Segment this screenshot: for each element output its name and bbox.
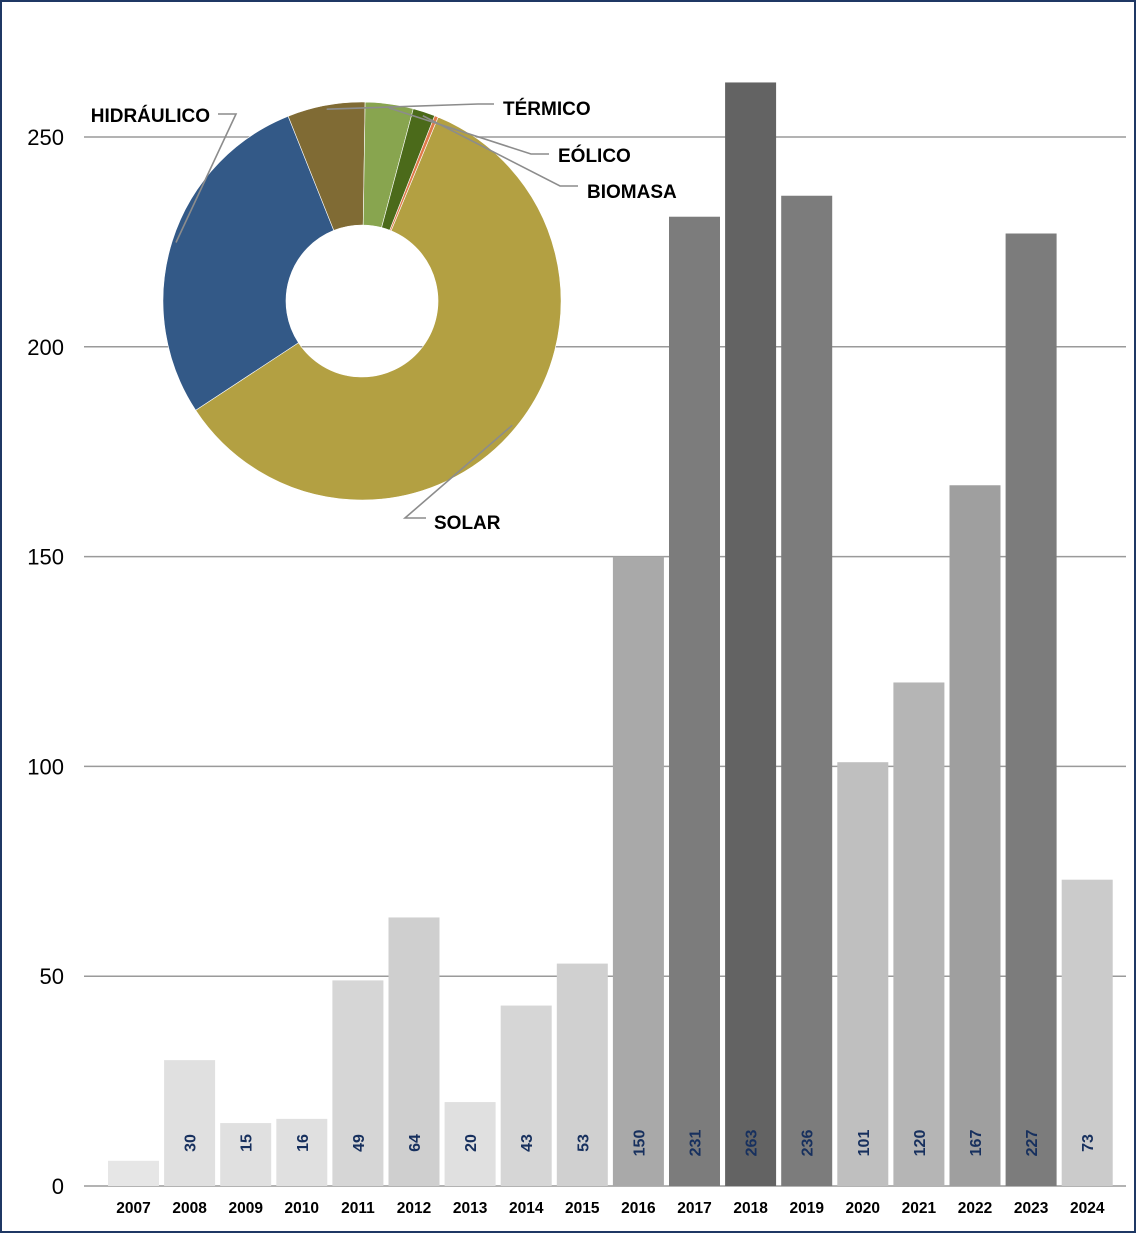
x-tick-label: 2020 — [846, 1200, 880, 1217]
x-tick-label: 2022 — [958, 1200, 992, 1217]
bar-value-label: 49 — [351, 1134, 368, 1152]
x-tick-label: 2007 — [116, 1200, 150, 1217]
bar-value-label: 15 — [239, 1134, 256, 1152]
bar-2016 — [612, 556, 664, 1186]
bar-value-label: 227 — [1024, 1130, 1041, 1157]
bar-2009 — [220, 1123, 272, 1186]
bar-2021 — [893, 682, 945, 1186]
bar-value-label: 43 — [519, 1134, 536, 1152]
leader-line — [422, 115, 578, 187]
bar-2012 — [388, 917, 440, 1186]
donut-slice-other — [389, 115, 439, 232]
x-tick-label: 2010 — [285, 1200, 319, 1217]
x-tick-label: 2008 — [172, 1200, 207, 1217]
x-tick-label: 2018 — [733, 1200, 768, 1217]
bar-2011 — [332, 980, 384, 1186]
bar-2023 — [1005, 233, 1057, 1186]
x-tick-label: 2023 — [1014, 1200, 1049, 1217]
y-tick-label: 0 — [52, 1174, 64, 1199]
x-axis-ticks: 2007 2008 2009 2010 2011 2012 2013 2014 2015 2016… — [116, 1200, 1105, 1217]
y-tick-label: 200 — [27, 335, 64, 360]
bar-2007 — [108, 1160, 159, 1186]
leader-line — [175, 113, 238, 243]
bar-2017 — [669, 216, 720, 1186]
bar-2010 — [276, 1118, 328, 1186]
bar-value-label: 263 — [744, 1130, 761, 1157]
bar-value-label: 167 — [968, 1130, 985, 1157]
donut-leader-lines — [175, 103, 578, 519]
bar-value-label: 30 — [183, 1134, 200, 1152]
bar-value-label: 236 — [800, 1130, 817, 1157]
y-tick-label: 150 — [27, 545, 64, 570]
bar-value-label: 20 — [463, 1134, 480, 1152]
y-tick-label: 250 — [27, 125, 64, 150]
bar-2014 — [500, 1005, 552, 1186]
donut-slice-hidráulico — [162, 115, 335, 411]
x-tick-label: 2009 — [228, 1200, 263, 1217]
x-tick-label: 2021 — [902, 1200, 937, 1217]
bar-value-label: 120 — [912, 1130, 929, 1157]
y-tick-label: 50 — [40, 964, 64, 989]
leader-line — [402, 424, 513, 519]
x-tick-label: 2011 — [341, 1200, 375, 1217]
bar-2024 — [1061, 879, 1113, 1186]
bar-value-label: 231 — [688, 1130, 705, 1157]
donut-slice-solar — [195, 116, 562, 501]
bar-value-label: 150 — [631, 1130, 648, 1157]
donut-label-térmico: TÉRMICO — [503, 98, 591, 120]
bar-value-label: 101 — [856, 1130, 873, 1157]
bars — [108, 82, 1113, 1186]
bar-value-label: 53 — [575, 1134, 592, 1152]
x-tick-label: 2016 — [621, 1200, 656, 1217]
x-tick-label: 2014 — [509, 1200, 544, 1217]
donut-label-eólico: EÓLICO — [558, 145, 631, 167]
donut-label-biomasa: BIOMASA — [587, 182, 677, 203]
donut-chart — [162, 101, 562, 501]
bar-value-labels: 30 15 16 49 64 20 43 53 150 231 263 236 101 120 167 227… — [183, 1130, 1098, 1157]
y-axis-ticks: 0 50 100 150 200 250 — [27, 125, 64, 1199]
donut-labels: HIDRÁULICO TÉRMICO EÓLICO BIOMASA SOLAR — [91, 98, 677, 534]
x-tick-label: 2013 — [453, 1200, 488, 1217]
bar-2022 — [949, 485, 1001, 1186]
x-tick-label: 2012 — [397, 1200, 431, 1217]
leader-line — [326, 103, 494, 111]
x-tick-label: 2019 — [789, 1200, 824, 1217]
bar-value-label: 16 — [295, 1134, 312, 1152]
bar-2013 — [444, 1102, 496, 1186]
bar-2015 — [556, 963, 608, 1186]
bar-2008 — [164, 1060, 216, 1186]
donut-label-solar: SOLAR — [434, 513, 501, 534]
bar-value-label: 73 — [1080, 1134, 1097, 1152]
donut-label-hidráulico: HIDRÁULICO — [91, 105, 210, 127]
x-tick-label: 2024 — [1070, 1200, 1105, 1217]
bar-2018 — [725, 82, 777, 1186]
x-tick-label: 2015 — [565, 1200, 600, 1217]
y-tick-label: 100 — [27, 754, 64, 779]
bar-2019 — [781, 195, 833, 1186]
x-tick-label: 2017 — [677, 1200, 711, 1217]
bar-value-label: 64 — [407, 1134, 424, 1152]
bar-2020 — [837, 762, 889, 1186]
